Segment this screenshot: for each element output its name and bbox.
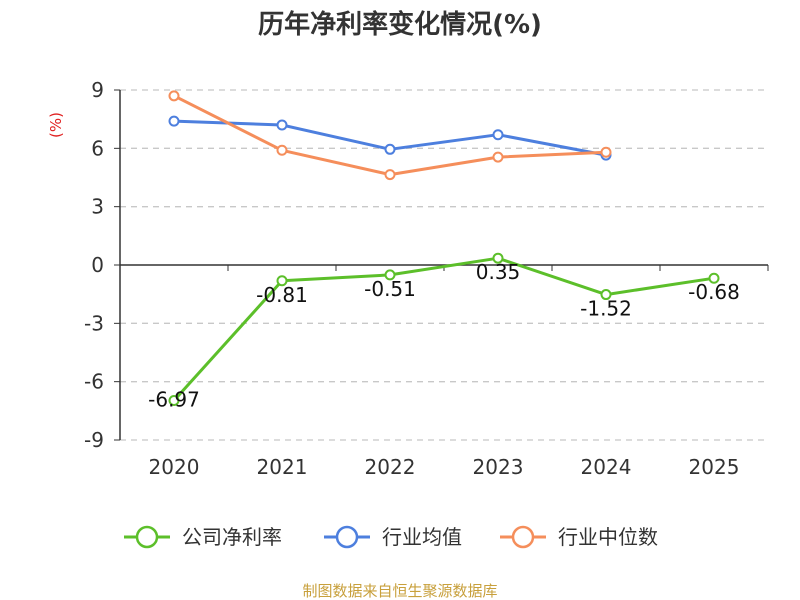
- legend-marker: [335, 525, 359, 549]
- x-tick-label: 2024: [581, 455, 632, 479]
- data-point: [276, 275, 288, 287]
- data-point: [276, 144, 288, 156]
- y-tick-label: -6: [84, 370, 104, 394]
- legend-item: 公司净利率: [182, 525, 282, 549]
- series-line: [173, 94, 607, 177]
- data-point: [600, 146, 612, 158]
- data-point: [168, 395, 180, 407]
- x-tick-label: 2025: [689, 455, 740, 479]
- y-tick-label: 0: [91, 253, 104, 277]
- y-tick-label: 9: [91, 78, 104, 102]
- data-point: [168, 90, 180, 102]
- data-point: [708, 272, 720, 284]
- data-labels: -6.97 -0.81 -0.51 0.35 -1.52 -0.68: [148, 260, 740, 411]
- x-tick-label: 2021: [257, 455, 308, 479]
- y-tick-label: -3: [84, 311, 104, 335]
- data-label: -0.68: [688, 280, 740, 304]
- x-tick-label: 2022: [365, 455, 416, 479]
- y-tick-label: 3: [91, 195, 104, 219]
- data-point: [492, 252, 504, 264]
- x-tick-label: 2023: [473, 455, 524, 479]
- data-label: 0.35: [476, 260, 521, 284]
- data-label: -0.81: [256, 283, 308, 307]
- y-tick-label: -9: [84, 428, 104, 452]
- axes: 9 6 3 0 -3 -6 -9 2020 2021 2022 2023 2024 2025: [84, 78, 769, 479]
- y-tick-label: 6: [91, 136, 104, 160]
- data-point: [168, 115, 180, 127]
- data-point: [384, 143, 396, 155]
- data-point: [276, 119, 288, 131]
- data-point: [492, 129, 504, 141]
- data-point: [600, 289, 612, 301]
- legend-marker: [135, 525, 159, 549]
- legend-marker: [511, 525, 535, 549]
- x-tick-label: 2020: [149, 455, 200, 479]
- source-note: 制图数据来自恒生聚源数据库: [302, 582, 497, 600]
- grid-lines: [120, 89, 768, 441]
- series-lines: [168, 90, 720, 407]
- legend-item: 行业中位数: [558, 525, 658, 549]
- legend-item: 行业均值: [382, 525, 462, 549]
- data-label: -6.97: [148, 388, 200, 412]
- chart-title: 历年净利率变化情况(%): [258, 9, 542, 40]
- legend: 公司净利率 行业均值 行业中位数: [124, 525, 658, 549]
- data-point: [492, 151, 504, 163]
- data-label: -1.52: [580, 297, 632, 321]
- data-label: -0.51: [364, 277, 416, 301]
- data-point: [384, 169, 396, 181]
- y-unit-label: (%): [47, 112, 65, 138]
- data-point: [384, 269, 396, 281]
- series-line: [172, 256, 715, 402]
